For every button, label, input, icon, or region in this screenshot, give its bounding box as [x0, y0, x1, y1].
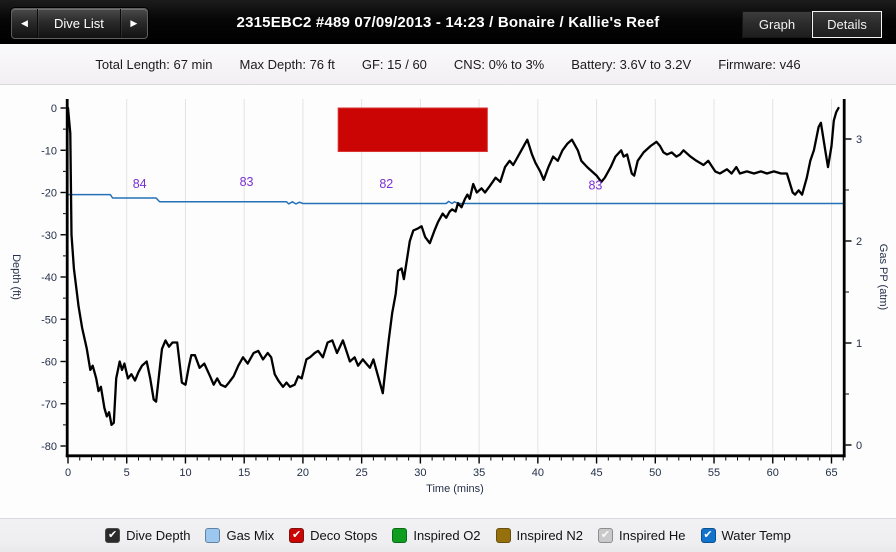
x-tick-label: 45 [590, 467, 602, 479]
left-arrow-icon: ◀ [21, 18, 28, 28]
x-tick-label: 50 [649, 467, 661, 479]
x-tick-label: 55 [708, 467, 720, 479]
y-left-tick-label: -70 [41, 399, 57, 411]
x-axis-title: Time (mins) [426, 483, 484, 495]
y-right-tick-label: 3 [856, 134, 862, 146]
x-tick-label: 30 [414, 467, 426, 479]
water-temp-value: 82 [379, 177, 393, 191]
chart-region: 84 83 82 83 0 5 10 15 20 25 30 35 40 45 50 55 60 65 0 -10 -2… [0, 85, 896, 518]
view-switcher: Graph Details [742, 11, 882, 38]
x-tick-label: 15 [238, 467, 250, 479]
info-gf: GF: 15 / 60 [361, 56, 427, 72]
y-left-axis-title: Depth (ft) [10, 254, 22, 300]
legend-item-inspired-o2[interactable]: Inspired O2 [392, 528, 481, 543]
info-total-length: Total Length: 67 min [95, 56, 213, 72]
dive-list-button[interactable]: Dive List [38, 9, 121, 38]
water-temp-line [68, 193, 844, 205]
y-left-tick-label: -60 [41, 357, 57, 369]
legend-item-deco-stops[interactable]: ✔ Deco Stops [289, 528, 377, 543]
water-temp-value: 83 [240, 175, 254, 189]
deco-stop-rect [337, 107, 488, 153]
unchecked-checkbox-inspired-o2[interactable] [392, 528, 408, 543]
y-right-tick-label: 0 [856, 440, 862, 452]
right-arrow-icon: ▶ [130, 18, 138, 28]
legend-item-gas-mix[interactable]: Gas Mix [205, 528, 274, 543]
y-left-tick-label: -50 [41, 314, 57, 326]
legend-label: Water Temp [721, 528, 791, 543]
unchecked-checkbox-inspired-n2[interactable] [495, 528, 511, 543]
x-tick-label: 0 [65, 467, 71, 479]
prev-dive-button[interactable]: ◀ [12, 9, 38, 38]
dive-title: 2315EBC2 #489 07/09/2013 - 14:23 / Bonai… [236, 13, 660, 31]
next-dive-button[interactable]: ▶ [121, 9, 147, 38]
x-tick-label: 10 [179, 467, 191, 479]
top-bar: ◀ Dive List ▶ 2315EBC2 #489 07/09/2013 -… [0, 0, 896, 44]
legend-bar: ✔ Dive Depth Gas Mix ✔ Deco Stops Inspired O2… [0, 518, 896, 552]
info-battery: Battery: 3.6V to 3.2V [571, 56, 692, 72]
x-tick-label: 25 [356, 467, 368, 479]
legend-item-inspired-he[interactable]: ✔ Inspired He [598, 528, 686, 543]
checked-checkbox-inspired-he[interactable]: ✔ [598, 528, 614, 543]
unchecked-checkbox-gas-mix[interactable] [205, 528, 221, 543]
x-tick-label: 65 [825, 467, 837, 479]
info-cns: CNS: 0% to 3% [453, 56, 545, 72]
legend-label: Deco Stops [310, 528, 378, 543]
y-right-axis-title: Gas PP (atm) [877, 244, 889, 310]
water-temp-value: 84 [133, 177, 147, 191]
dive-depth-line [66, 106, 840, 427]
legend-label: Inspired N2 [516, 528, 584, 543]
info-bar: Total Length: 67 min Max Depth: 76 ft GF: … [0, 44, 896, 85]
x-tick-label: 20 [297, 467, 309, 479]
y-left-tick-label: -30 [41, 230, 57, 242]
y-left-tick-label: -40 [41, 272, 57, 284]
checked-checkbox-water-temp[interactable]: ✔ [700, 528, 716, 543]
x-tick-label: 35 [473, 467, 485, 479]
legend-label: Dive Depth [126, 528, 191, 543]
details-tab-button[interactable]: Details [812, 11, 882, 38]
checked-checkbox-deco-stops[interactable]: ✔ [289, 528, 305, 543]
graph-tab-button[interactable]: Graph [742, 11, 812, 38]
legend-label: Inspired O2 [413, 528, 481, 543]
legend-item-water-temp[interactable]: ✔ Water Temp [700, 528, 791, 543]
y-left-tick-label: -20 [41, 188, 57, 200]
y-right-tick-label: 2 [856, 236, 862, 248]
info-max-depth: Max Depth: 76 ft [239, 56, 335, 72]
water-temp-value: 83 [588, 179, 602, 193]
legend-label: Inspired He [619, 528, 686, 543]
y-left-tick-label: -10 [41, 145, 57, 157]
y-left-tick-label: 0 [51, 103, 57, 115]
x-tick-label: 60 [767, 467, 779, 479]
x-tick-label: 40 [532, 467, 544, 479]
x-tick-label: 5 [124, 467, 130, 479]
legend-item-inspired-n2[interactable]: Inspired N2 [495, 528, 584, 543]
checked-checkbox-dive-depth[interactable]: ✔ [105, 528, 121, 543]
dive-profile-chart: 84 83 82 830 5 10 15 20 25 30 35 40 45 50 55 60 650-10-2… [10, 99, 889, 495]
y-left-tick-label: -80 [41, 441, 57, 453]
y-right-tick-label: 1 [856, 338, 862, 350]
legend-item-dive-depth[interactable]: ✔ Dive Depth [105, 528, 190, 543]
dive-list-nav: ◀ Dive List ▶ [11, 8, 148, 39]
legend-label: Gas Mix [226, 528, 275, 543]
info-firmware: Firmware: v46 [718, 56, 801, 72]
